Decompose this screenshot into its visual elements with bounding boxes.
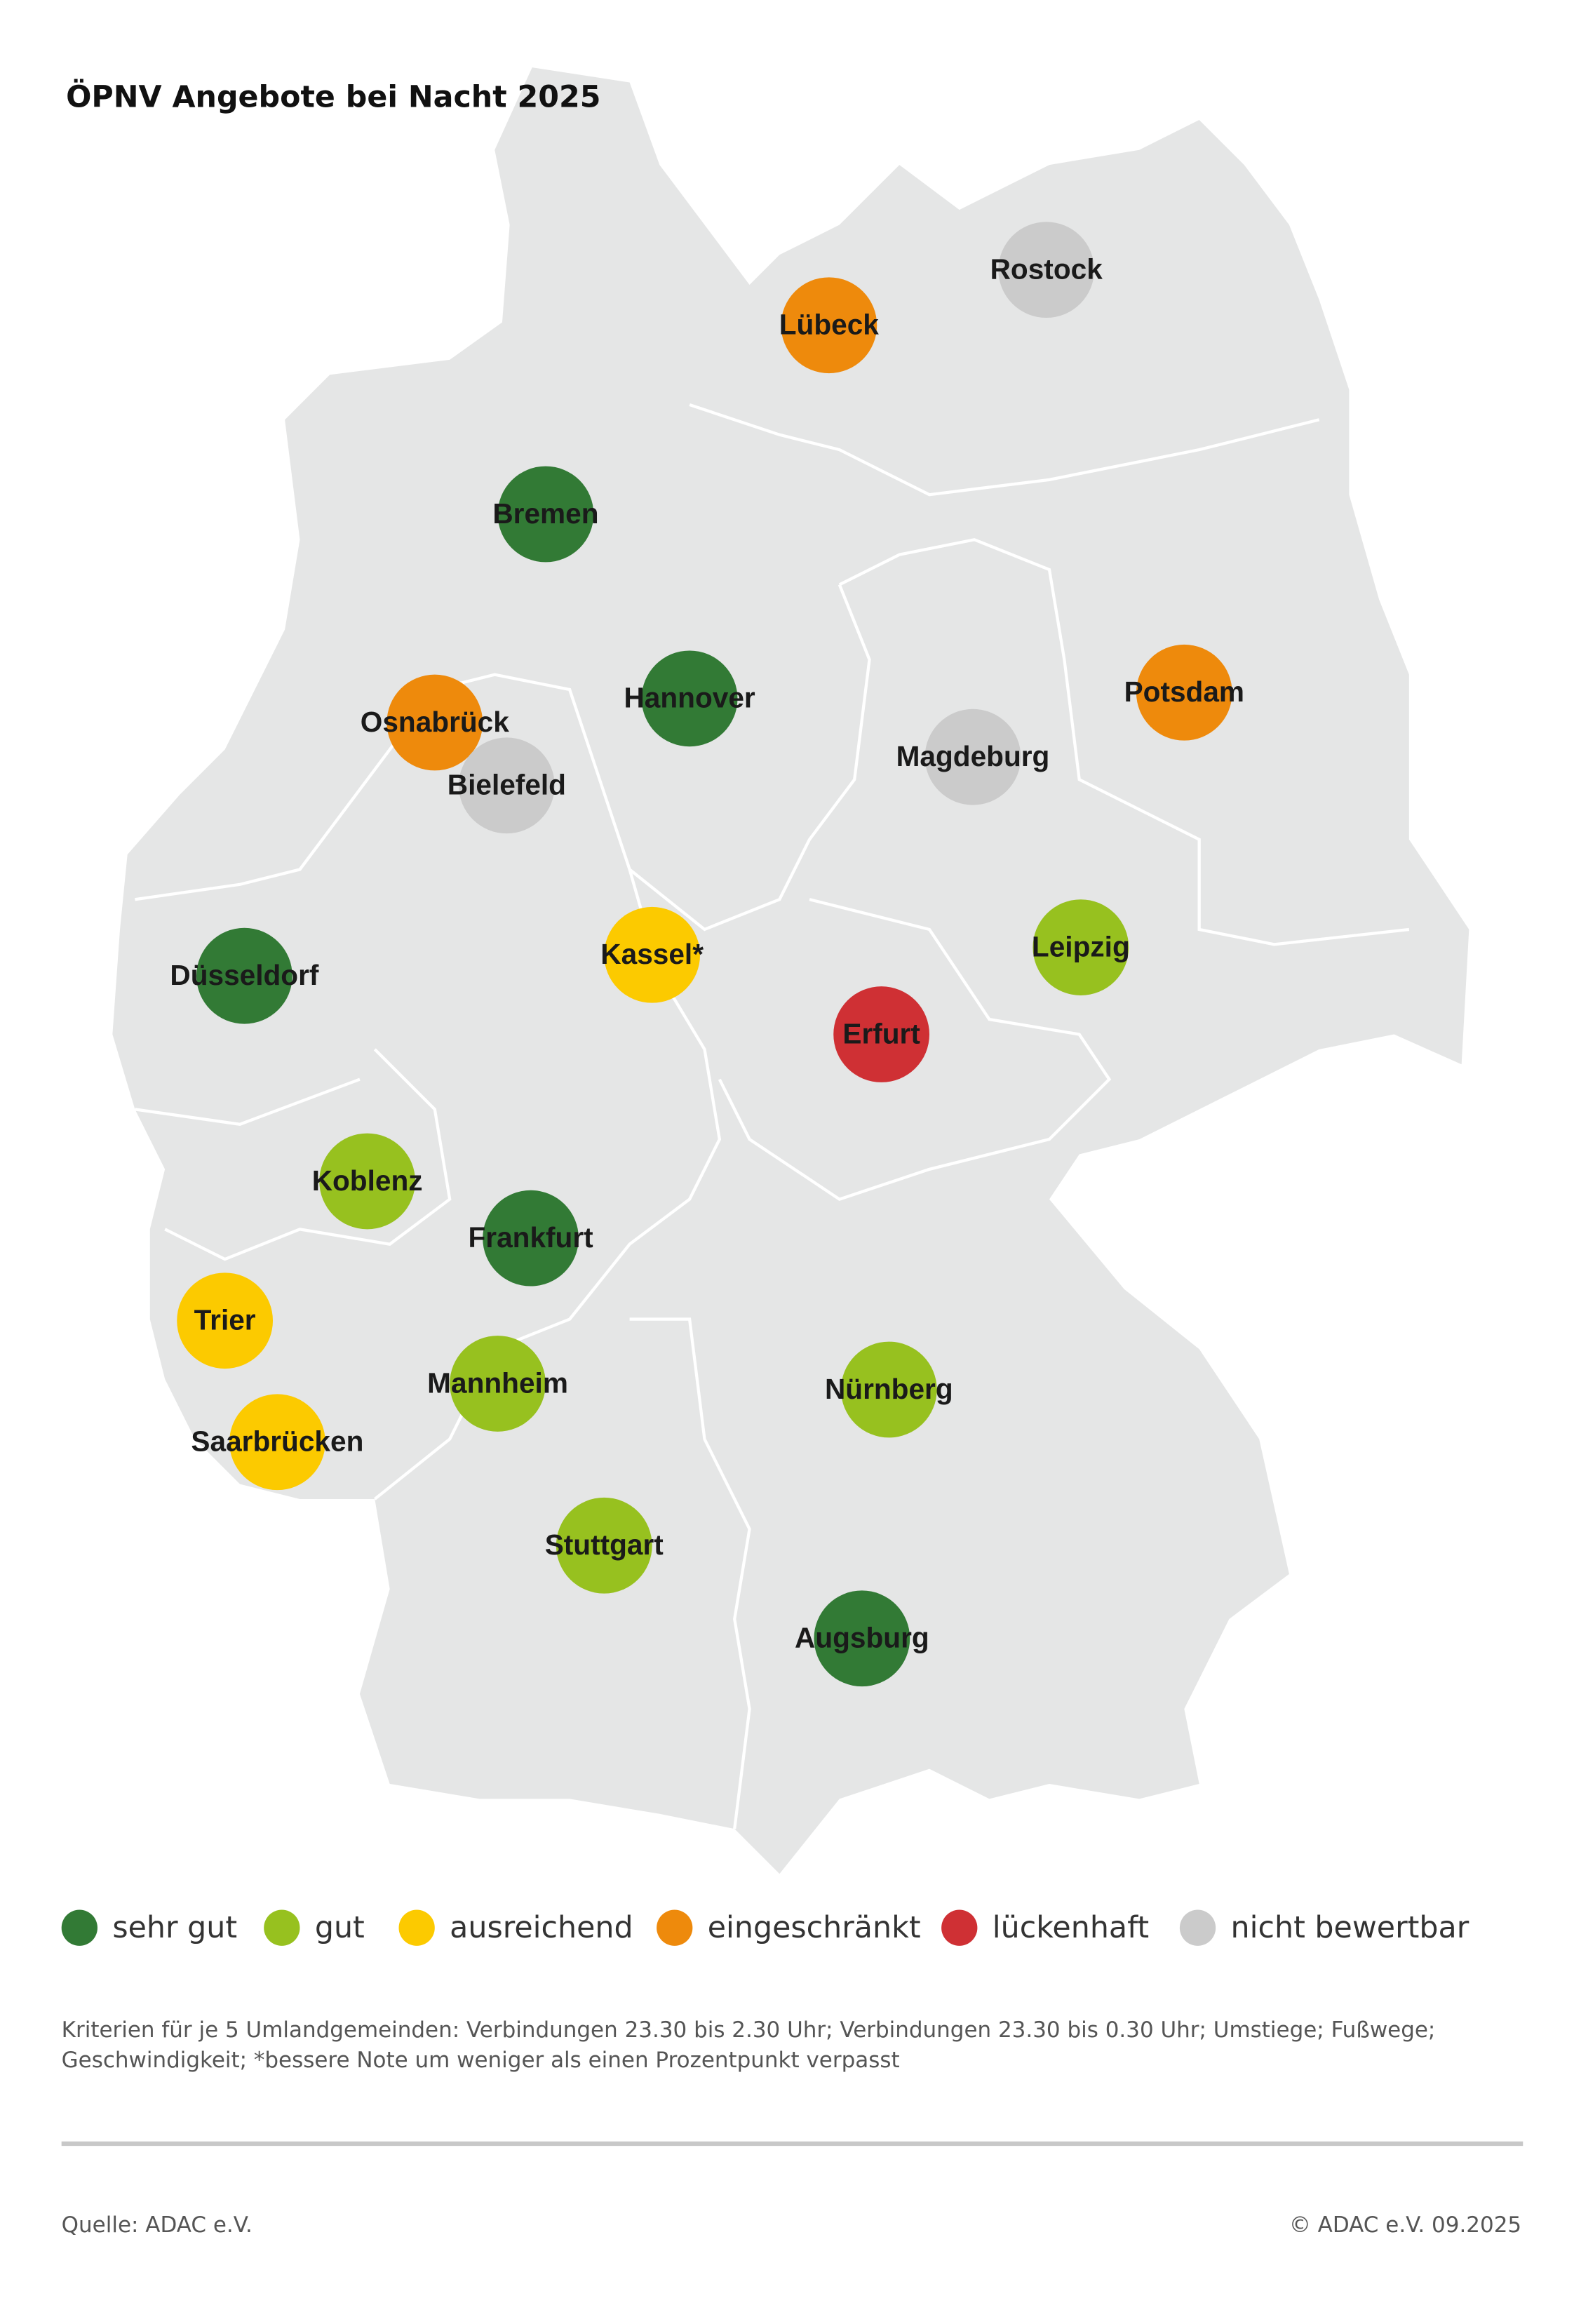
source: Quelle: ADAC e.V. <box>62 2212 253 2238</box>
city-marker <box>458 737 555 834</box>
legend-swatch <box>941 1909 978 1946</box>
city-label: Mannheim <box>427 1366 568 1399</box>
legend: sehr gut gut ausreichend eingeschränkt lücke… <box>61 1909 1469 1946</box>
legend-label: nicht bewertbar <box>1231 1910 1469 1945</box>
city-marker <box>641 650 738 747</box>
city-label: Kassel* <box>600 938 704 970</box>
city-label: Erfurt <box>842 1017 920 1049</box>
city-marker <box>998 222 1095 318</box>
city-marker <box>604 906 701 1003</box>
city-label: Saarbrücken <box>191 1425 363 1458</box>
city-marker <box>924 708 1021 805</box>
city-label: Düsseldorf <box>170 959 319 991</box>
note-line: Kriterien für je 5 Umlandgemeinden: Verb… <box>62 2017 1436 2043</box>
city-label: Bielefeld <box>448 769 566 801</box>
city-label: Osnabrück <box>361 706 509 738</box>
city-marker <box>1136 644 1232 741</box>
city-marker <box>386 674 483 771</box>
note-line: Geschwindigkeit; *bessere Note um wenige… <box>62 2048 900 2073</box>
legend-label: lückenhaft <box>993 1910 1149 1945</box>
legend-swatch <box>61 1909 97 1946</box>
city-marker <box>556 1497 652 1594</box>
city-label: Stuttgart <box>545 1529 664 1561</box>
city-label: Hannover <box>624 682 755 714</box>
city-marker <box>483 1190 579 1287</box>
germany-map <box>112 67 1469 1874</box>
city-marker <box>1032 899 1129 995</box>
city-label: Bremen <box>492 497 598 530</box>
city-label: Rostock <box>990 253 1103 286</box>
city-label: Nürnberg <box>825 1373 953 1405</box>
city-marker <box>833 986 930 1082</box>
legend-label: gut <box>315 1910 365 1945</box>
city-marker <box>196 927 292 1024</box>
city-marker <box>781 277 877 374</box>
city-label: Trier <box>194 1304 256 1336</box>
city-marker <box>450 1336 546 1432</box>
cities: Rostock Lübeck Bremen Hannover Osnabrück Biel… <box>170 222 1244 1687</box>
city-label: Koblenz <box>312 1164 423 1197</box>
copyright: © ADAC e.V. 09.2025 <box>1289 2212 1521 2238</box>
legend-swatch <box>1179 1909 1216 1946</box>
legend-label: ausreichend <box>450 1910 633 1945</box>
city-label: Lübeck <box>779 309 880 341</box>
legend-swatch <box>398 1909 435 1946</box>
legend-swatch <box>264 1909 300 1946</box>
city-label: Frankfurt <box>468 1221 593 1254</box>
legend-swatch <box>657 1909 693 1946</box>
city-label: Potsdam <box>1124 676 1244 708</box>
city-marker <box>177 1272 274 1369</box>
title: ÖPNV Angebote bei Nacht 2025 <box>66 79 600 115</box>
city-marker <box>814 1590 910 1687</box>
legend-label: eingeschränkt <box>708 1910 921 1945</box>
city-marker <box>840 1341 937 1438</box>
city-marker <box>497 466 594 563</box>
city-marker <box>229 1394 325 1491</box>
city-label: Augsburg <box>795 1622 929 1654</box>
city-label: Leipzig <box>1032 930 1130 962</box>
city-label: Magdeburg <box>896 740 1050 772</box>
city-marker <box>319 1133 416 1230</box>
legend-label: sehr gut <box>112 1910 237 1945</box>
